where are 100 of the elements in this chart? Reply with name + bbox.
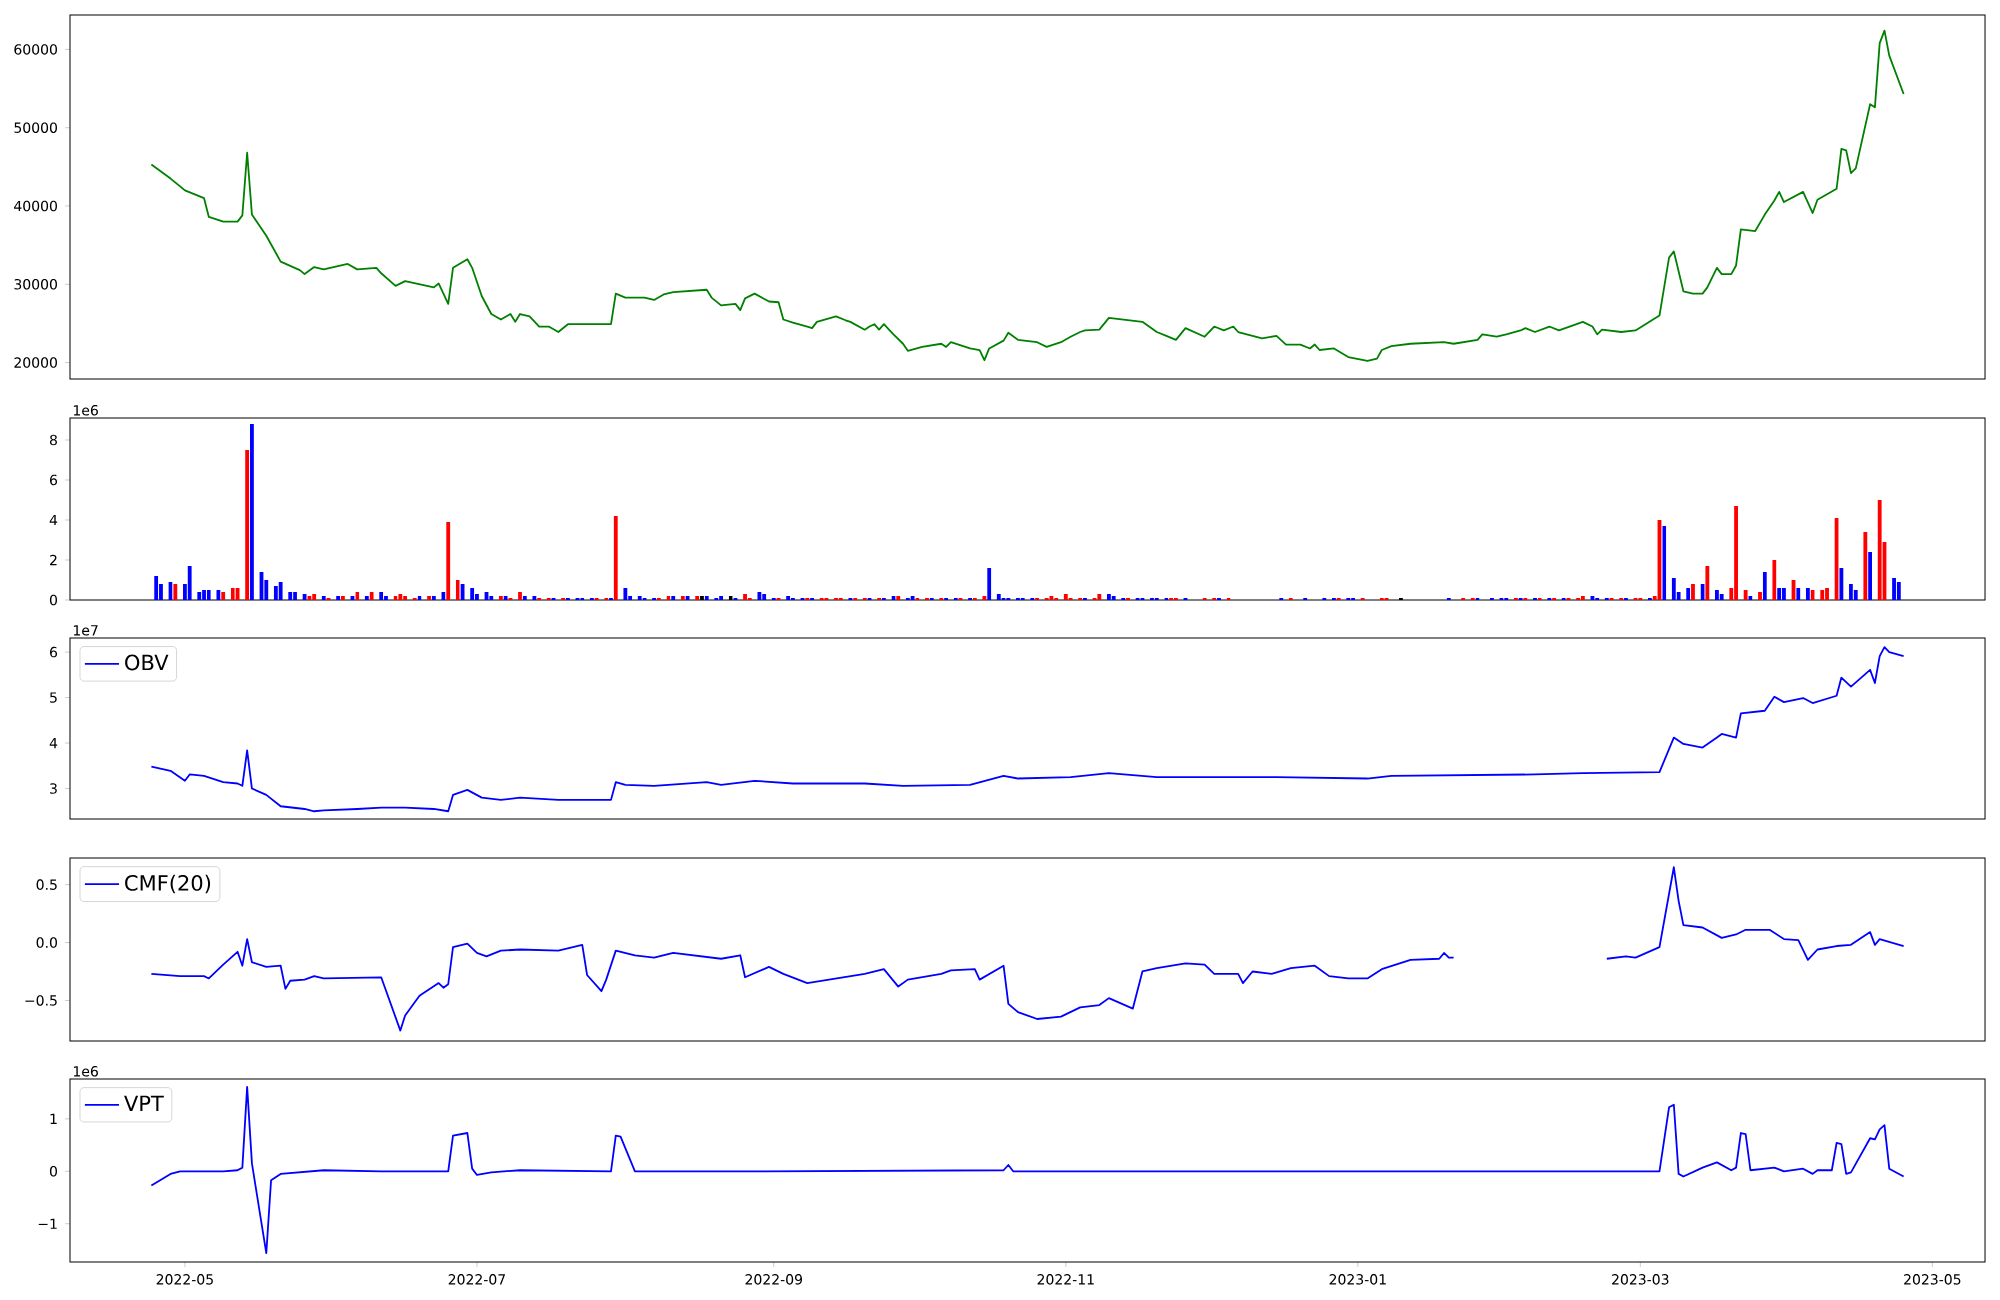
bar: [1489, 597, 1494, 600]
bar: [1839, 567, 1844, 600]
bar: [1691, 583, 1695, 600]
bar: [1762, 571, 1767, 600]
bar: [446, 521, 451, 600]
bar: [245, 449, 250, 600]
bar: [953, 597, 958, 600]
x-tick-label: 2023-05: [1904, 1274, 1961, 1285]
x-tick-label: 2022-11: [1037, 1274, 1094, 1285]
bar: [704, 595, 709, 600]
bar: [1796, 587, 1801, 600]
bar: [1360, 597, 1365, 600]
bar: [1470, 597, 1475, 600]
bar: [848, 597, 853, 600]
bar: [1322, 597, 1327, 600]
y-tick-label: 0.5: [36, 879, 57, 890]
x-tick-label: 2022-07: [448, 1274, 505, 1285]
bar: [427, 595, 431, 600]
bar: [1533, 597, 1537, 600]
bar: [671, 595, 676, 600]
bar: [546, 597, 551, 600]
bar: [1035, 597, 1039, 600]
bar: [714, 597, 719, 600]
bar: [1686, 587, 1691, 600]
bar: [810, 597, 814, 600]
y-tick-label: 60000: [14, 44, 57, 55]
bar: [1030, 597, 1035, 600]
bar: [1705, 565, 1710, 600]
bar: [589, 597, 594, 600]
bar: [1624, 597, 1628, 600]
bar: [565, 597, 570, 600]
bar: [877, 597, 882, 600]
bar: [881, 597, 886, 600]
y-tick-label: 4: [49, 514, 58, 526]
bar: [173, 583, 178, 600]
y-tick-label: 8: [49, 434, 57, 446]
bar: [1126, 597, 1130, 600]
bar: [398, 593, 403, 600]
bar: [1518, 597, 1523, 600]
bar: [1279, 597, 1284, 600]
bar: [1853, 589, 1858, 600]
bar: [1758, 591, 1762, 600]
bar: [197, 591, 202, 600]
y-tick-label: −1: [38, 1218, 57, 1229]
bar: [987, 567, 992, 600]
bar: [1863, 531, 1868, 600]
bar: [1135, 597, 1140, 600]
bar: [1336, 597, 1341, 600]
y-tick-label: 3: [50, 783, 57, 794]
bar: [1121, 597, 1126, 600]
bar: [757, 591, 762, 600]
bar: [278, 581, 283, 600]
bar: [1719, 593, 1724, 600]
bar: [1097, 593, 1102, 600]
bar: [1083, 597, 1087, 600]
bar: [925, 597, 929, 600]
bar: [862, 597, 867, 600]
bar: [819, 597, 824, 600]
y-tick-label: 20000: [14, 357, 57, 368]
bar: [364, 595, 369, 600]
bar: [1647, 597, 1652, 600]
bar: [340, 595, 345, 600]
bar: [786, 595, 791, 600]
bar: [1896, 581, 1901, 600]
bar: [532, 595, 537, 600]
bar: [1303, 597, 1308, 600]
bar: [609, 597, 613, 600]
y-tick-label: 2: [50, 554, 57, 566]
bar: [321, 595, 326, 600]
bar: [412, 597, 417, 600]
bar: [369, 591, 374, 600]
y-tick-label: 30000: [14, 278, 57, 290]
bar: [1820, 589, 1825, 600]
bar: [1044, 597, 1049, 600]
x-tick-label: 2023-03: [1612, 1274, 1669, 1285]
bar: [1068, 597, 1073, 600]
bar: [1772, 559, 1777, 600]
text: 1e6: [73, 404, 98, 416]
bar: [1346, 597, 1351, 600]
text: 1e7: [73, 625, 98, 636]
bar: [312, 593, 317, 600]
bar: [613, 515, 618, 600]
bar: [1379, 597, 1384, 600]
text: 1e6: [73, 1066, 98, 1077]
bar: [656, 597, 661, 600]
legend-label: OBV: [125, 654, 169, 671]
bar: [537, 597, 542, 600]
bar: [910, 595, 915, 600]
x-tick-label: 2023-01: [1329, 1274, 1386, 1285]
bar: [939, 597, 944, 600]
bar: [594, 597, 599, 600]
bar: [1006, 597, 1011, 600]
bar: [637, 595, 642, 600]
bar: [1604, 597, 1609, 600]
bar: [1217, 597, 1221, 600]
bar: [1743, 589, 1748, 600]
x-tick-label: 2022-09: [745, 1274, 802, 1285]
y-tick-label: 6: [50, 646, 58, 658]
bar: [489, 595, 494, 600]
bar: [1868, 551, 1873, 600]
